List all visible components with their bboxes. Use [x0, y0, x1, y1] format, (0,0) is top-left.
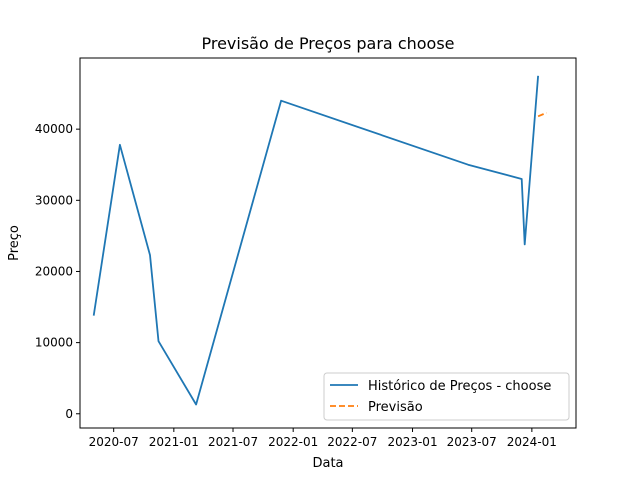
y-tick-label: 30000	[35, 193, 73, 207]
y-tick-label: 20000	[35, 264, 73, 278]
legend-label-1: Previsão	[368, 400, 423, 415]
x-tick-label: 2020-07	[89, 435, 139, 449]
plot-frame	[79, 57, 577, 429]
x-tick-label: 2021-01	[149, 435, 199, 449]
x-tick-label: 2024-01	[507, 435, 557, 449]
legend: Histórico de Preços - choose Previsão	[323, 372, 570, 421]
series-line-0	[92, 75, 539, 406]
x-axis: 2020-07 2021-01 2021-07 2022-01 2022-07 2023-…	[89, 428, 557, 449]
x-tick-label: 2021-07	[208, 435, 258, 449]
plot-lines	[92, 75, 547, 406]
x-tick-label: 2023-07	[447, 435, 497, 449]
y-tick-label: 10000	[35, 336, 73, 350]
x-tick-label: 2022-07	[327, 435, 377, 449]
y-axis-label: Preço	[7, 225, 22, 261]
y-axis: 0 10000 20000 30000 40000	[35, 122, 80, 421]
series-line-1	[537, 111, 547, 118]
y-tick-label: 40000	[35, 122, 73, 136]
legend-label-0: Histórico de Preços - choose	[368, 379, 551, 394]
x-axis-label: Data	[312, 456, 343, 471]
x-tick-label: 2022-01	[268, 435, 318, 449]
chart-title: Previsão de Preços para choose	[201, 34, 454, 53]
legend-box	[323, 372, 570, 421]
x-tick-label: 2023-01	[387, 435, 437, 449]
y-tick-label: 0	[65, 407, 73, 421]
